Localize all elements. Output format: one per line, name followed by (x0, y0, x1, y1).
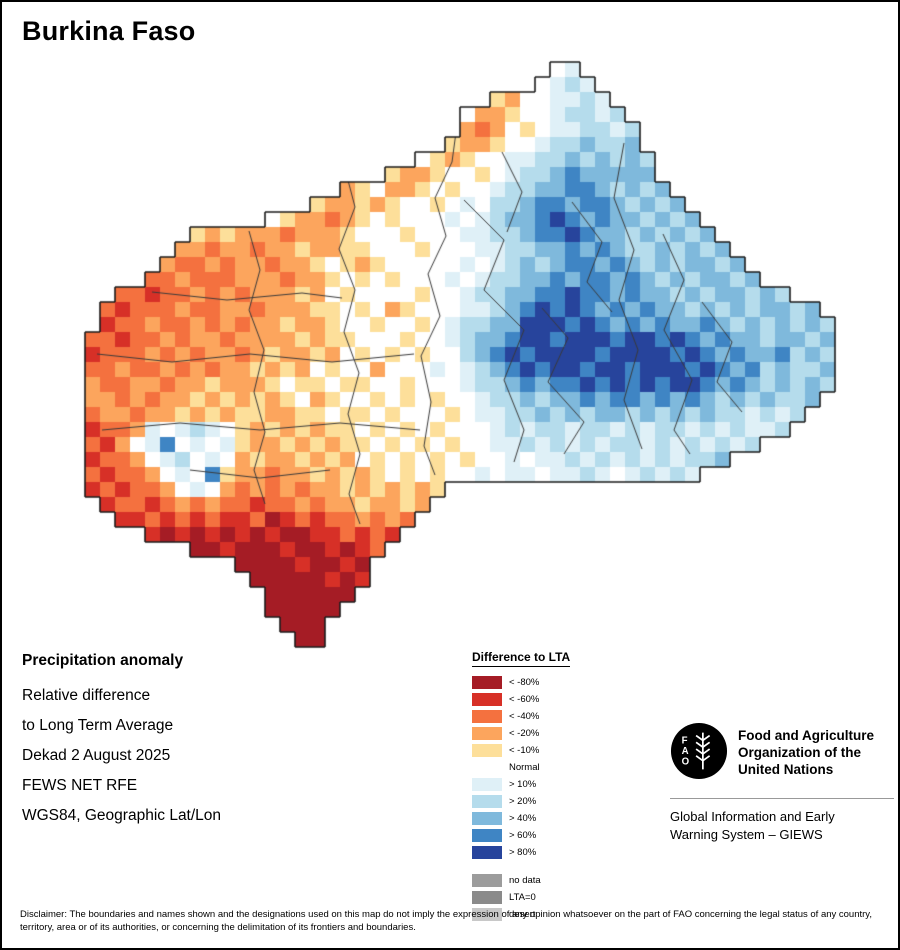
legend-swatch (472, 761, 502, 774)
legend: Difference to LTA < -80% < -60% < -40% <… (472, 648, 571, 923)
legend-swatch (472, 676, 502, 689)
svg-text:F: F (682, 735, 688, 746)
disclaimer-text: Disclaimer: The boundaries and names sho… (20, 909, 872, 933)
legend-swatch (472, 874, 502, 887)
legend-swatch (472, 727, 502, 740)
legend-label: > 40% (509, 813, 537, 824)
legend-swatch (472, 778, 502, 791)
fao-org-line: United Nations (738, 762, 834, 777)
legend-extra-group: no data LTA=0 desert (472, 872, 570, 923)
legend-row: < -60% (472, 691, 570, 708)
legend-label: Normal (509, 762, 540, 773)
info-line: FEWS NET RFE (22, 777, 138, 794)
legend-label: desert (509, 909, 536, 920)
legend-label: < -60% (509, 694, 540, 705)
fao-org-name: Food and Agriculture Organization of the… (738, 722, 874, 778)
legend-swatch (472, 693, 502, 706)
giews-caption: Global Information and Early Warning Sys… (670, 808, 894, 843)
legend-swatch (472, 891, 502, 904)
legend-swatch (472, 795, 502, 808)
legend-swatch (472, 908, 502, 921)
legend-swatch (472, 846, 502, 859)
legend-swatch (472, 710, 502, 723)
fao-block: F A O Food and Agriculture Organization … (670, 722, 894, 843)
giews-line: Global Information and Early (670, 809, 835, 824)
page-title: Burkina Faso (22, 16, 196, 46)
map-info-block: Precipitation anomaly Relative differenc… (22, 652, 221, 837)
legend-row: desert (472, 906, 570, 923)
fao-header: F A O Food and Agriculture Organization … (670, 722, 894, 780)
legend-row: > 20% (472, 793, 570, 810)
info-line: to Long Term Average (22, 717, 174, 734)
divider (670, 798, 894, 799)
info-line: Dekad 2 August 2025 (22, 747, 171, 764)
legend-label: < -20% (509, 728, 540, 739)
legend-row: < -80% (472, 674, 570, 691)
legend-label: > 80% (509, 847, 537, 858)
legend-row: Normal (472, 759, 570, 776)
legend-label: no data (509, 875, 541, 886)
legend-row: > 60% (472, 827, 570, 844)
legend-swatch (472, 829, 502, 842)
legend-row: < -10% (472, 742, 570, 759)
info-line: WGS84, Geographic Lat/Lon (22, 807, 222, 824)
legend-row: < -20% (472, 725, 570, 742)
legend-label: > 10% (509, 779, 537, 790)
fao-org-line: Food and Agriculture (738, 728, 874, 743)
svg-text:A: A (682, 746, 689, 757)
legend-row: > 40% (472, 810, 570, 827)
legend-swatch (472, 744, 502, 757)
info-line: Relative difference (22, 687, 151, 704)
legend-row: > 80% (472, 844, 570, 861)
fao-org-line: Organization of the (738, 745, 861, 760)
legend-row: > 10% (472, 776, 570, 793)
legend-row: < -40% (472, 708, 570, 725)
giews-line: Warning System – GIEWS (670, 826, 823, 842)
legend-row: no data (472, 872, 570, 889)
svg-text:O: O (682, 757, 690, 768)
legend-label: LTA=0 (509, 892, 536, 903)
legend-label: > 60% (509, 830, 537, 841)
legend-swatch (472, 812, 502, 825)
legend-title: Difference to LTA (472, 650, 571, 667)
fao-logo-icon: F A O (670, 722, 728, 780)
legend-row: LTA=0 (472, 889, 570, 906)
legend-label: < -80% (509, 677, 540, 688)
legend-label: < -10% (509, 745, 540, 756)
legend-label: < -40% (509, 711, 540, 722)
legend-label: > 20% (509, 796, 537, 807)
info-heading: Precipitation anomaly (22, 652, 184, 669)
